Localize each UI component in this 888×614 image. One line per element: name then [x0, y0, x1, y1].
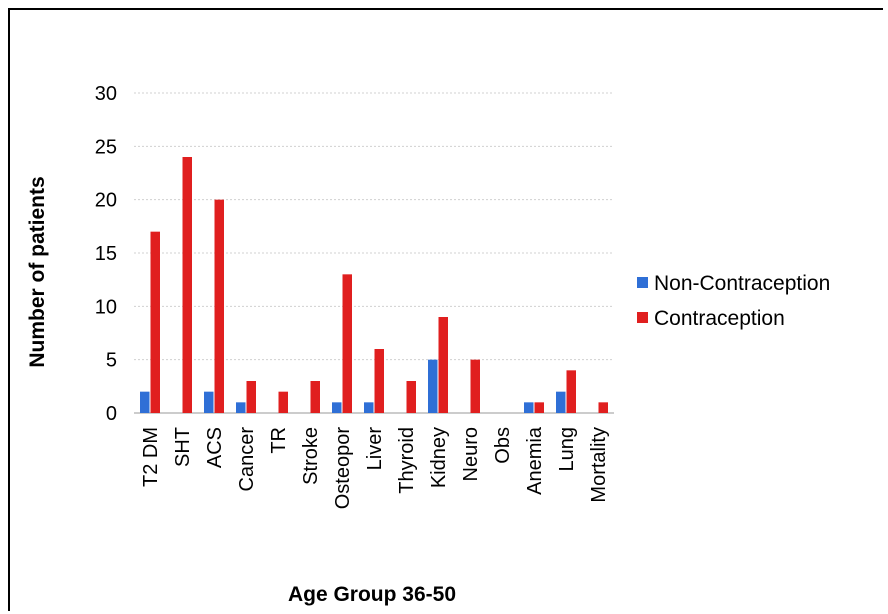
bar-non-contraception: [364, 402, 374, 413]
grid-lines: [134, 92, 614, 414]
bar-non-contraception: [236, 402, 246, 413]
bar-contraception: [438, 317, 448, 413]
y-tick-label: 15: [95, 243, 117, 265]
x-category-label: Liver: [364, 427, 386, 471]
bar-non-contraception: [556, 391, 566, 413]
x-category-label: Mortality: [588, 427, 610, 503]
legend: Non-Contraception Contraception: [637, 272, 830, 330]
x-category-label: ACS: [204, 427, 226, 468]
legend-label: Contraception: [654, 307, 785, 330]
bar-contraception: [566, 370, 576, 413]
bar-non-contraception: [524, 402, 534, 413]
bar-non-contraception: [204, 391, 214, 413]
y-tick-label: 0: [106, 403, 117, 425]
bar-contraception: [598, 402, 608, 413]
y-tick-label: 10: [95, 296, 117, 318]
y-axis-ticks: 0 5 10 15 20 25 30: [95, 83, 117, 425]
x-category-label: Obs: [492, 427, 514, 464]
bar-contraception: [278, 391, 288, 413]
y-tick-label: 25: [95, 136, 117, 158]
bar-contraception: [470, 359, 480, 413]
x-category-label: Stroke: [300, 427, 322, 485]
y-tick-label: 30: [95, 83, 117, 105]
bar-contraception: [342, 274, 352, 413]
x-category-label: SHT: [172, 427, 194, 467]
bar-non-contraception: [332, 402, 342, 413]
x-category-label: Thyroid: [396, 427, 418, 494]
x-category-label: TR: [268, 427, 290, 454]
x-category-label: Kidney: [428, 427, 450, 488]
bar-non-contraception: [428, 359, 438, 413]
x-axis-title: Age Group 36-50: [288, 583, 456, 606]
bar-non-contraception: [140, 391, 150, 413]
bar-contraception: [310, 381, 320, 413]
y-tick-label: 20: [95, 190, 117, 212]
x-category-label: Anemia: [524, 426, 546, 495]
bar-contraception: [214, 199, 224, 413]
x-category-label: T2 DM: [140, 427, 162, 487]
chart-frame: [8, 8, 883, 611]
bars: [140, 157, 608, 413]
bar-contraception: [406, 381, 416, 413]
x-axis-labels: T2 DM SHT ACS Cancer TR Stroke Osteopor Liver Th…: [140, 426, 610, 509]
legend-label: Non-Contraception: [654, 272, 830, 295]
bar-contraception: [534, 402, 544, 413]
x-category-label: Lung: [556, 427, 578, 472]
bar-contraception: [150, 231, 160, 413]
x-category-label: Neuro: [460, 427, 482, 481]
bar-contraception: [246, 381, 256, 413]
bar-contraception: [374, 349, 384, 413]
x-category-label: Osteopor: [332, 427, 354, 510]
y-axis-title: Number of patients: [26, 176, 49, 367]
legend-swatch: [637, 312, 648, 323]
y-tick-label: 5: [106, 350, 117, 372]
x-category-label: Cancer: [236, 427, 258, 492]
bar-contraception: [182, 157, 192, 413]
legend-swatch: [637, 277, 648, 288]
